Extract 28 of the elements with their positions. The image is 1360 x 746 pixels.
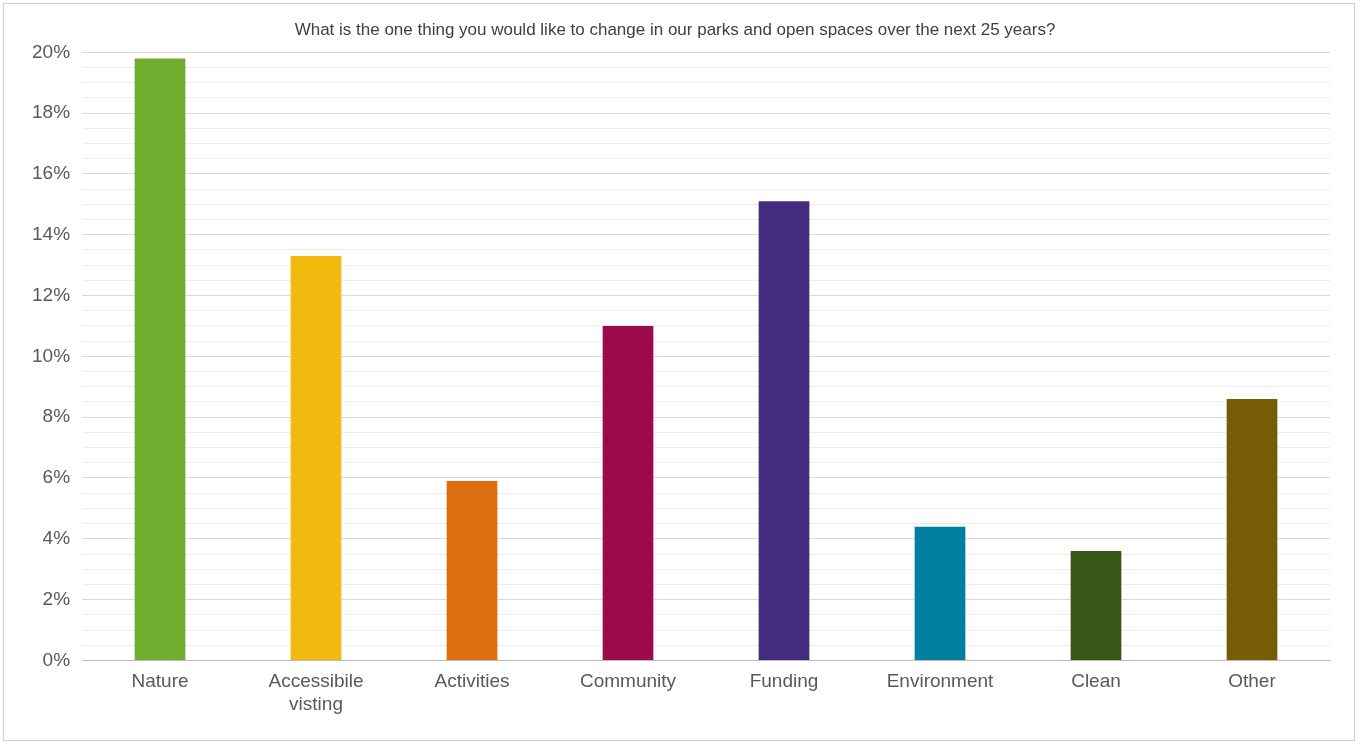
y-tick-label: 12% [32,283,71,305]
y-tick-label: 6% [42,466,71,488]
x-tick-label: Clean [1071,670,1121,692]
y-tick-label: 8% [42,405,71,427]
bar [134,58,186,660]
x-tick-label: Funding [749,670,819,692]
x-tick-label: Accessibile visting [268,670,364,714]
x-tick-label: Community [579,670,677,692]
y-tick-label: 4% [42,527,71,549]
y-tick-label: 2% [42,587,71,609]
x-tick-label: Environment [886,670,995,692]
y-tick-label: 10% [32,344,71,366]
bar [914,526,966,660]
bar [1070,550,1122,660]
y-tick-label: 18% [32,101,71,123]
bar [290,256,342,660]
x-tick-label: Nature [131,670,189,692]
y-tick-label: 0% [42,648,71,670]
bar [1226,398,1278,660]
bar [446,481,498,660]
y-tick-label: 16% [32,162,71,184]
chart-title: What is the one thing you would like to change in our parks and open spaces over the next 25 years? [294,19,1056,39]
x-tick-label: Other [1228,670,1277,692]
bar [758,201,810,660]
x-tick-label: Activities [434,670,510,692]
y-tick-label: 20% [32,40,71,62]
bar [602,326,654,660]
y-tick-label: 14% [32,223,71,245]
